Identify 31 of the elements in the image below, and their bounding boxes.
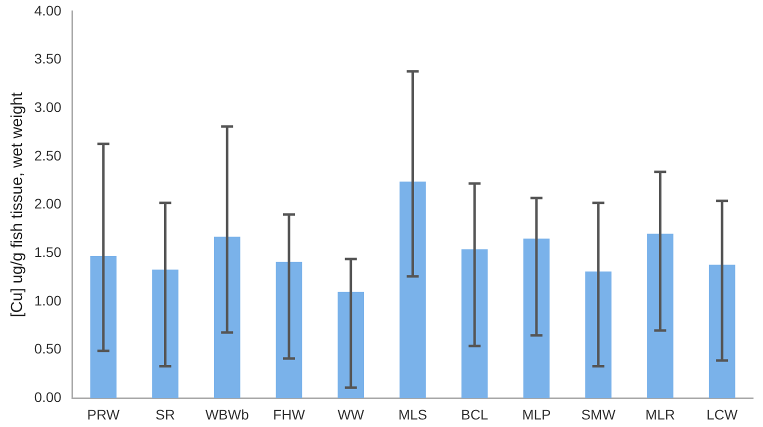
bar [647, 234, 674, 398]
x-tick-label: FHW [273, 406, 306, 422]
x-tick-label: WBWb [205, 406, 250, 422]
bar [585, 272, 612, 398]
bar [708, 264, 736, 398]
y-axis-title: [Cu] ug/g fish tissue, wet weight [9, 92, 26, 318]
x-tick-label: PRW [87, 406, 120, 422]
bar [400, 182, 426, 398]
x-tick-label: SR [156, 406, 175, 422]
y-tick-label: 2.00 [34, 196, 62, 212]
y-tick-label: 2.50 [34, 147, 62, 164]
bar [214, 236, 240, 398]
x-tick-label: MLS [398, 406, 428, 422]
y-tick-label: 3.00 [34, 98, 62, 115]
x-tick-label: BCL [460, 406, 488, 422]
bar [152, 270, 178, 398]
x-tick-label: LCW [706, 406, 738, 422]
y-tick-label: 3.50 [34, 50, 62, 67]
bar [276, 262, 302, 398]
y-tick-label: 1.50 [34, 244, 62, 260]
x-tick-label: MLR [645, 406, 675, 422]
x-tick-label: MLP [522, 406, 551, 422]
y-tick-label: 1.00 [34, 292, 62, 308]
bar [523, 238, 550, 398]
y-tick-label: 0.00 [34, 389, 62, 406]
x-tick-label: SMW [581, 406, 616, 422]
x-tick-label: WW [338, 406, 365, 422]
bar [461, 249, 488, 398]
y-tick-label: 0.50 [34, 340, 62, 357]
y-tick-label: 4.00 [34, 2, 62, 18]
bar [90, 256, 117, 398]
